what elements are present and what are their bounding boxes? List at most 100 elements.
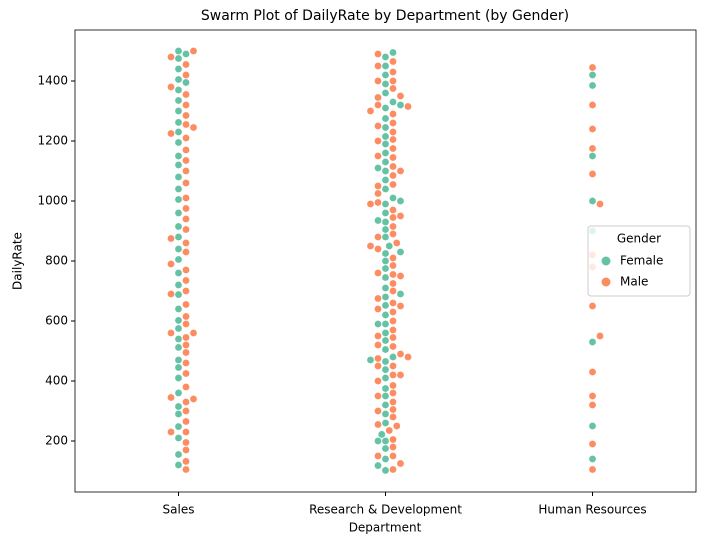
legend-marker bbox=[601, 277, 611, 287]
y-tick-label: 800 bbox=[45, 254, 68, 268]
data-point bbox=[588, 101, 597, 109]
data-point bbox=[174, 363, 183, 372]
data-point bbox=[374, 341, 382, 349]
data-point bbox=[174, 128, 183, 136]
data-point bbox=[374, 332, 382, 340]
data-point bbox=[374, 137, 382, 145]
data-point bbox=[396, 197, 405, 205]
y-tick-label: 200 bbox=[45, 434, 68, 448]
legend-box bbox=[587, 225, 691, 297]
data-point bbox=[392, 422, 401, 430]
legend-label: Male bbox=[620, 275, 648, 289]
data-point bbox=[174, 152, 183, 160]
data-point bbox=[381, 437, 390, 445]
data-point bbox=[374, 362, 382, 370]
data-point bbox=[588, 401, 597, 409]
data-point bbox=[381, 455, 390, 463]
data-point bbox=[381, 357, 390, 366]
data-point bbox=[374, 233, 382, 241]
data-point bbox=[381, 62, 390, 70]
data-point bbox=[174, 316, 183, 325]
legend-label: Female bbox=[620, 254, 663, 268]
data-point bbox=[588, 368, 597, 376]
data-point bbox=[182, 438, 190, 447]
data-point bbox=[389, 68, 397, 76]
data-point bbox=[381, 158, 390, 166]
data-point bbox=[389, 144, 397, 153]
data-point bbox=[389, 398, 397, 406]
data-point bbox=[389, 413, 397, 421]
data-point bbox=[174, 461, 183, 469]
data-point bbox=[167, 53, 175, 61]
data-point bbox=[374, 77, 382, 85]
data-point bbox=[381, 401, 390, 409]
data-point bbox=[374, 437, 382, 445]
data-point bbox=[182, 300, 190, 309]
data-point bbox=[374, 62, 382, 70]
data-point bbox=[588, 170, 597, 178]
data-point bbox=[167, 129, 175, 138]
data-point bbox=[174, 96, 183, 105]
data-point bbox=[174, 161, 183, 169]
data-point bbox=[182, 156, 190, 165]
data-point bbox=[167, 83, 175, 91]
data-point bbox=[174, 233, 183, 241]
data-point bbox=[389, 48, 397, 57]
x-tick-label: Research & Development bbox=[309, 503, 462, 517]
data-point bbox=[182, 407, 190, 415]
data-point bbox=[588, 422, 597, 430]
data-point bbox=[189, 329, 198, 337]
data-point bbox=[174, 47, 183, 55]
data-point bbox=[381, 149, 390, 157]
data-point bbox=[182, 194, 190, 202]
data-point bbox=[381, 311, 390, 319]
data-point bbox=[396, 302, 405, 310]
data-point bbox=[381, 123, 390, 132]
data-point bbox=[389, 77, 397, 85]
data-point bbox=[381, 185, 390, 193]
data-point bbox=[374, 407, 382, 415]
data-point bbox=[182, 287, 190, 295]
data-point bbox=[381, 132, 390, 141]
data-point bbox=[174, 209, 183, 217]
data-point bbox=[182, 266, 190, 274]
legend-title: Gender bbox=[617, 232, 661, 246]
data-point bbox=[396, 212, 405, 220]
data-point bbox=[389, 270, 397, 279]
y-tick-label: 1400 bbox=[37, 74, 68, 88]
data-point bbox=[182, 204, 190, 213]
data-point bbox=[381, 264, 390, 273]
data-point bbox=[389, 362, 397, 370]
data-point bbox=[389, 389, 397, 397]
data-point bbox=[182, 398, 190, 406]
data-point bbox=[389, 279, 397, 288]
data-point bbox=[167, 290, 175, 298]
data-point bbox=[182, 341, 190, 349]
data-point bbox=[182, 90, 190, 99]
data-point bbox=[389, 342, 397, 351]
data-point bbox=[167, 234, 175, 243]
y-tick-label: 1200 bbox=[37, 134, 68, 148]
data-point bbox=[174, 422, 183, 431]
data-point bbox=[374, 101, 382, 109]
data-point bbox=[174, 343, 183, 352]
data-point bbox=[588, 144, 597, 153]
data-point bbox=[381, 249, 390, 258]
data-point bbox=[182, 134, 190, 142]
data-point bbox=[182, 179, 190, 187]
data-point bbox=[174, 305, 183, 313]
data-point bbox=[588, 125, 597, 133]
data-point bbox=[389, 381, 397, 390]
data-point bbox=[366, 356, 375, 364]
data-point bbox=[381, 345, 390, 354]
data-point bbox=[174, 281, 183, 289]
data-point bbox=[182, 383, 190, 391]
data-point bbox=[174, 324, 183, 333]
data-point bbox=[596, 332, 604, 340]
data-point bbox=[389, 287, 397, 295]
data-point bbox=[389, 180, 397, 189]
data-point bbox=[374, 122, 382, 130]
data-point bbox=[389, 222, 397, 231]
data-point bbox=[182, 457, 190, 466]
data-point bbox=[381, 466, 390, 475]
